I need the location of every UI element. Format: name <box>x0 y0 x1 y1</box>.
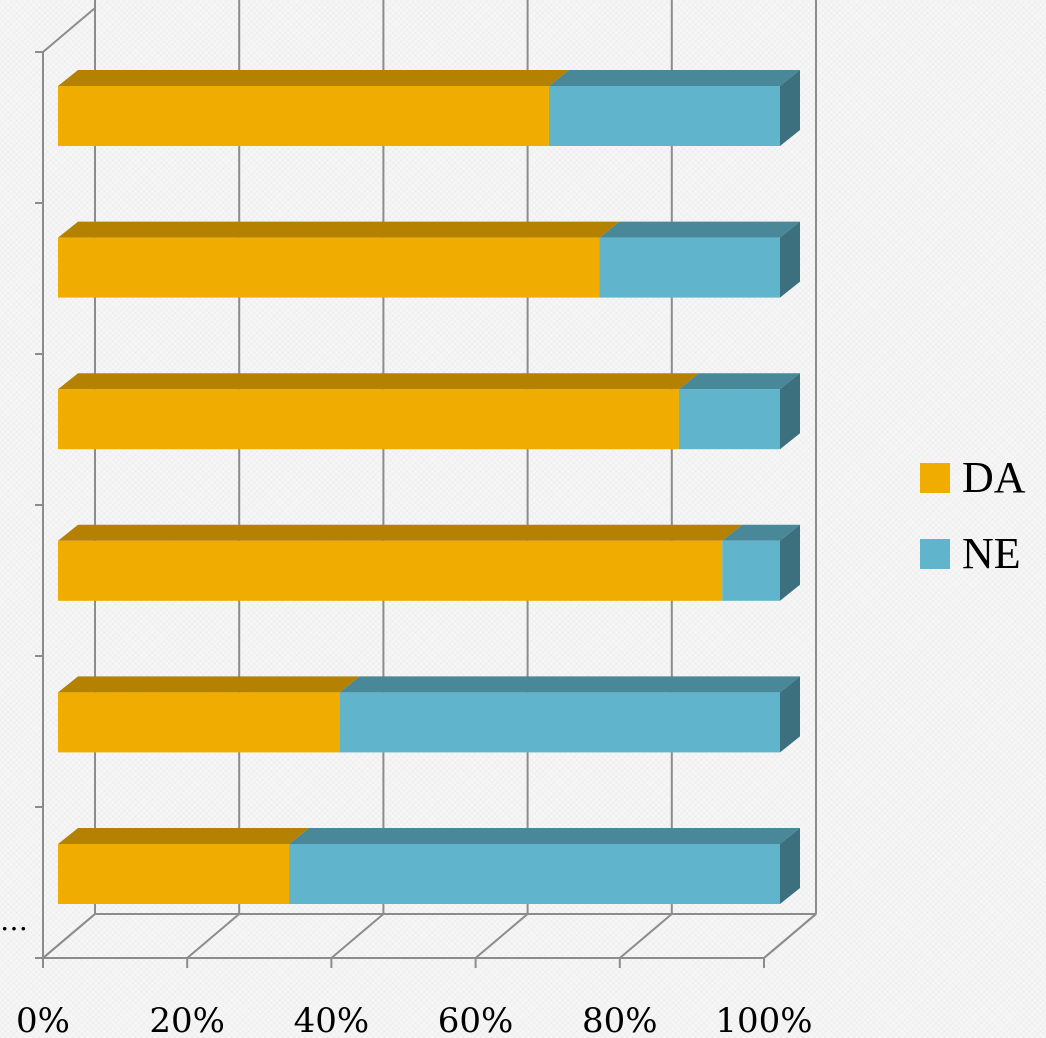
x-tick-label: 40% <box>294 1001 370 1038</box>
floor-gridline <box>474 913 529 959</box>
bar-ne <box>678 389 780 450</box>
axes: … 0% 20% 40% 60% 80% 100% <box>0 51 813 1038</box>
floor-gridline <box>763 913 817 959</box>
bar-da <box>58 389 679 450</box>
bar-da <box>58 692 340 753</box>
x-tick-label: 100% <box>715 1001 812 1038</box>
legend-label-ne: NE <box>962 529 1021 578</box>
bar-side-ne <box>780 373 800 450</box>
bar-top-da <box>58 524 743 541</box>
bar-top-ne <box>599 221 800 238</box>
bar-top-ne <box>548 70 800 86</box>
bar-top-da <box>58 828 310 844</box>
legend-item-ne: NE <box>920 528 1026 580</box>
x-tick-label: 0% <box>16 1001 70 1038</box>
bar-top-da <box>58 221 620 238</box>
bar-top-ne <box>678 373 800 390</box>
bar-da <box>58 237 600 298</box>
bar-top-da <box>58 676 360 693</box>
bar-top-ne <box>722 524 800 541</box>
x-tick-label: 20% <box>149 1001 225 1038</box>
bars <box>58 70 800 904</box>
bar-ne <box>548 86 780 146</box>
bar-da <box>58 86 549 146</box>
bar-side-ne <box>780 524 800 601</box>
legend-swatch-ne <box>920 539 950 569</box>
bar-side-ne <box>780 828 800 904</box>
bar-da <box>58 844 290 904</box>
bar-side-ne <box>780 70 800 146</box>
legend-swatch-da <box>920 463 950 493</box>
bar-ne <box>599 237 780 298</box>
category-label: … <box>0 904 28 937</box>
wall-edge-top-left <box>42 7 96 53</box>
bar-top-ne <box>339 676 800 693</box>
floor-gridline <box>42 913 96 959</box>
floor-gridline <box>330 913 385 959</box>
bar-top-da <box>58 373 699 390</box>
x-tick-label: 60% <box>438 1001 514 1038</box>
chart-walls <box>42 7 817 959</box>
bar-top-ne <box>289 828 800 844</box>
floor-gridline <box>186 913 240 959</box>
legend-item-da: DA <box>920 452 1026 504</box>
bar-side-ne <box>780 676 800 753</box>
legend: DA NE <box>920 452 1026 604</box>
bar-ne <box>722 540 780 601</box>
bar-da <box>58 540 723 601</box>
bar-side-ne <box>780 221 800 298</box>
bar-ne <box>339 692 780 753</box>
bar-ne <box>289 844 780 904</box>
x-tick-label: 80% <box>582 1001 658 1038</box>
legend-label-da: DA <box>962 453 1026 502</box>
floor-gridline <box>619 913 673 959</box>
bar-top-da <box>58 70 569 86</box>
